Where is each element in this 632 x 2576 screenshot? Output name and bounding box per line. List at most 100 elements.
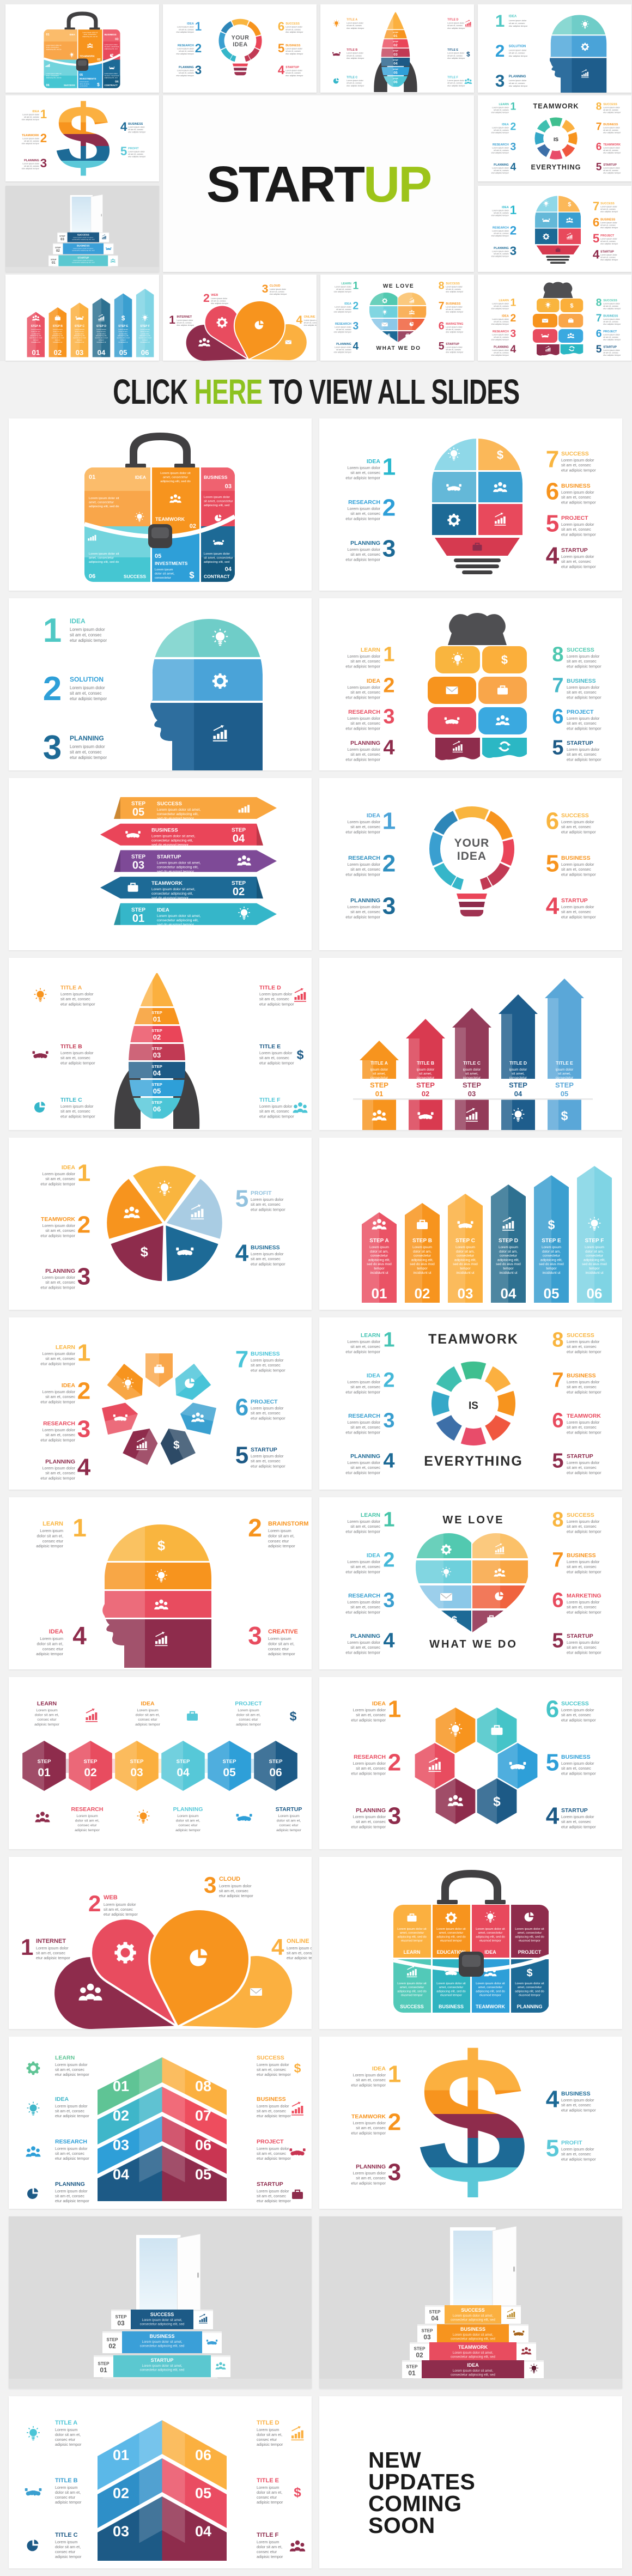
svg-text:PLANNING: PLANNING: [55, 2181, 85, 2188]
svg-text:PLANNING: PLANNING: [350, 1633, 380, 1639]
svg-text:sit am et, consec: sit am et, consec: [304, 322, 317, 324]
svg-text:sit am et, consec: sit am et, consec: [494, 321, 509, 323]
svg-text:sit amet, consectetur: sit amet, consectetur: [204, 500, 233, 503]
svg-text:etur adipisic tempor: etur adipisic tempor: [603, 172, 621, 174]
svg-text:STEP: STEP: [393, 32, 398, 34]
svg-text:etur adipisic tempor: etur adipisic tempor: [257, 2198, 291, 2203]
svg-text:Lorem ipsum dolor: Lorem ipsum dolor: [259, 992, 293, 997]
svg-text:BUSINESS: BUSINESS: [561, 2091, 591, 2097]
svg-text:$: $: [121, 315, 125, 322]
svg-text:sit am et, consec: sit am et, consec: [350, 690, 380, 695]
svg-text:adipisic tempor: adipisic tempor: [36, 1544, 63, 1548]
svg-text:7: 7: [593, 199, 599, 213]
svg-text:tempor: tempor: [77, 339, 82, 341]
svg-text:adipisicing elit,: adipisicing elit,: [540, 1258, 563, 1262]
svg-text:adipisic tempor: adipisic tempor: [268, 1544, 295, 1548]
svg-text:Lorem ipsum dolor: Lorem ipsum dolor: [348, 547, 381, 552]
svg-text:sit am et, consec: sit am et, consec: [45, 1432, 75, 1437]
svg-text:etur adipisic tempor: etur adipisic tempor: [603, 323, 621, 325]
svg-text:TITLE F: TITLE F: [447, 76, 458, 79]
svg-text:etur adipisic tempor: etur adipisic tempor: [304, 324, 317, 326]
svg-text:incididunt ut: incididunt ut: [119, 341, 128, 343]
svg-text:etur adipisic tempor: etur adipisic tempor: [345, 1569, 380, 1574]
svg-text:Lorem ipsum dolor: Lorem ipsum dolor: [567, 1519, 600, 1524]
svg-text:etur adipisic tempor: etur adipisic tempor: [334, 291, 352, 293]
svg-text:IDEA: IDEA: [367, 1552, 381, 1559]
svg-text:sit am et, consec: sit am et, consec: [567, 721, 597, 726]
svg-text:BUSINESS: BUSINESS: [151, 828, 178, 834]
svg-text:adipisicing elit,: adipisicing elit,: [74, 335, 86, 337]
svg-text:Lorem ipsum: Lorem ipsum: [36, 1709, 58, 1712]
svg-text:IDEA: IDEA: [467, 2362, 479, 2368]
svg-text:STARTUP: STARTUP: [285, 66, 299, 69]
svg-text:adipiscing elit, sed: adipiscing elit, sed: [105, 77, 118, 79]
svg-text:etur adipisic tempor: etur adipisic tempor: [561, 829, 596, 834]
svg-text:etur adipisic tempor: etur adipisic tempor: [345, 1470, 380, 1475]
svg-text:sit am et, consec: sit am et, consec: [350, 1344, 380, 1349]
svg-text:etur adipisic tempor: etur adipisic tempor: [22, 168, 40, 170]
svg-text:SOLUTION: SOLUTION: [70, 676, 104, 683]
svg-text:sit am et, consec: sit am et, consec: [251, 1202, 281, 1207]
svg-text:Lorem ipsum dolor: Lorem ipsum dolor: [446, 326, 463, 329]
svg-text:SUCCESS: SUCCESS: [561, 812, 589, 819]
svg-text:consectetur adipiscing elit, s: consectetur adipiscing elit, sed: [451, 2356, 495, 2359]
svg-text:sit am et, consec: sit am et, consec: [600, 208, 616, 210]
svg-text:2: 2: [382, 495, 396, 521]
svg-text:sit am et, consec: sit am et, consec: [259, 1055, 289, 1060]
svg-text:Lorem ipsum dolor: Lorem ipsum dolor: [348, 716, 381, 721]
svg-text:$: $: [173, 1439, 180, 1451]
svg-text:sit am et, consec: sit am et, consec: [251, 1363, 281, 1368]
svg-text:Lorem ipsum: Lorem ipsum: [455, 1246, 475, 1249]
svg-text:$: $: [55, 95, 111, 181]
svg-text:consectetur: consectetur: [80, 85, 88, 87]
svg-text:sit am et, consec: sit am et, consec: [350, 721, 380, 726]
svg-text:eiusmod tempor: eiusmod tempor: [479, 1994, 501, 1997]
svg-text:04: 04: [431, 2314, 439, 2322]
svg-text:STEP F: STEP F: [585, 1238, 604, 1244]
svg-text:$: $: [452, 1614, 457, 1625]
svg-text:STEP: STEP: [223, 1759, 236, 1765]
svg-text:etur adipisic tempor: etur adipisic tempor: [251, 1368, 285, 1372]
svg-text:LEARN: LEARN: [361, 1332, 380, 1339]
svg-text:IDEA: IDEA: [157, 907, 169, 913]
svg-text:IDEA: IDEA: [135, 475, 146, 480]
svg-text:STEP D: STEP D: [96, 325, 107, 328]
svg-text:SUCCESS: SUCCESS: [150, 2312, 174, 2317]
svg-text:sit am et, consec: sit am et, consec: [350, 1605, 380, 1609]
svg-text:1: 1: [72, 1514, 87, 1542]
svg-text:consec etur: consec etur: [55, 2549, 76, 2554]
svg-text:sed do eius mod: sed do eius mod: [367, 1262, 392, 1266]
svg-text:BUSINESS: BUSINESS: [561, 1754, 591, 1760]
svg-text:TEAMWORK: TEAMWORK: [351, 2113, 386, 2120]
svg-text:Lorem ipsum dolor: Lorem ipsum dolor: [446, 347, 463, 349]
svg-text:adipiscing elit, sed: adipiscing elit, sed: [204, 504, 229, 507]
svg-text:STARTUP: STARTUP: [151, 2358, 174, 2363]
svg-text:IDEA: IDEA: [502, 315, 509, 318]
svg-text:4: 4: [593, 247, 600, 261]
svg-text:7: 7: [235, 1346, 248, 1373]
svg-text:adipiscing elit, sed do: adipiscing elit, sed do: [82, 35, 98, 38]
svg-text:Lorem ipsum: Lorem ipsum: [257, 2485, 279, 2490]
svg-text:Lorem ipsum dolor: Lorem ipsum dolor: [42, 1427, 76, 1432]
svg-text:SUCCESS: SUCCESS: [157, 801, 182, 807]
svg-text:sit am et, consec: sit am et, consec: [494, 169, 509, 172]
svg-text:IDEA: IDEA: [233, 41, 247, 48]
svg-text:sit am et, consec: sit am et, consec: [494, 109, 509, 111]
svg-text:Lorem ipsum dolor: Lorem ipsum dolor: [285, 26, 302, 28]
svg-text:LEARN: LEARN: [55, 2055, 75, 2061]
svg-text:RESEARCH: RESEARCH: [493, 227, 509, 230]
svg-text:Lorem ipsum dolor: Lorem ipsum dolor: [348, 747, 381, 752]
svg-text:sit am et, consec: sit am et, consec: [494, 149, 509, 151]
svg-text:adipiscing elit, sed do: adipiscing elit, sed do: [89, 505, 119, 508]
svg-text:Lorem ipsum dolor: Lorem ipsum dolor: [257, 2104, 289, 2109]
svg-text:IDEA: IDEA: [141, 1700, 155, 1707]
svg-text:BUSINESS: BUSINESS: [251, 1351, 280, 1357]
svg-text:etur adipisic tempor: etur adipisic tempor: [561, 2156, 596, 2161]
svg-text:tempor: tempor: [99, 339, 104, 341]
svg-text:06: 06: [195, 2447, 211, 2463]
svg-text:STEP: STEP: [393, 41, 398, 43]
svg-text:Lorem ipsum dolor sit: Lorem ipsum dolor sit: [515, 1928, 544, 1931]
svg-text:PROFIT: PROFIT: [251, 1190, 272, 1196]
svg-text:sit am et, consec: sit am et, consec: [603, 109, 618, 111]
svg-text:RESEARCH: RESEARCH: [348, 1593, 380, 1599]
